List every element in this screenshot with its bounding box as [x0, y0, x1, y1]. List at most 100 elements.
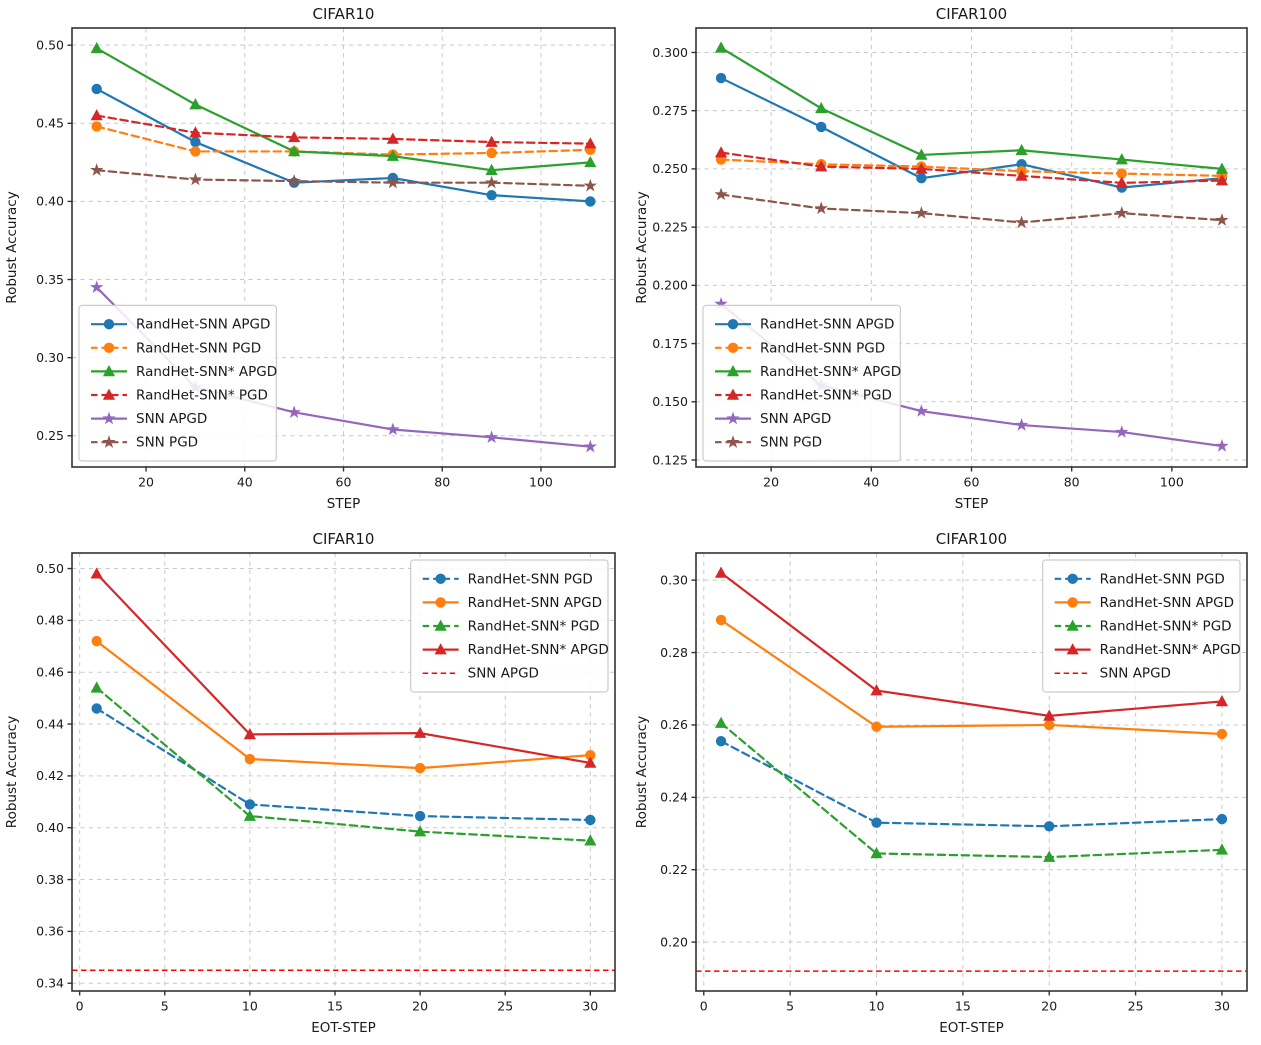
legend-entry-randhet-snn-apgd: RandHet-SNN APGD [91, 317, 270, 333]
marker-circle [486, 189, 497, 201]
axes: 20 40 60 80 100 0.25 0.30 0.35 0.40 0.45 0.50 [36, 37, 553, 489]
x-tick-label: 30 [1214, 999, 1230, 1014]
marker-circle [1116, 168, 1127, 179]
y-tick-label: 0.26 [660, 717, 688, 732]
marker-triangle [434, 619, 447, 631]
legend-label: RandHet-SNN* APGD [136, 364, 277, 380]
marker-triangle [189, 98, 202, 110]
y-tick-label: 0.45 [36, 116, 64, 131]
series-line [95, 47, 592, 172]
marker-star [90, 163, 104, 176]
marker-triangle [485, 163, 498, 175]
legend-entry-randhet-snn-pgd: RandHet-SNN PGD [715, 340, 885, 356]
legend-entry-randhet-snn-apgd: RandHet-SNN APGD [715, 317, 894, 333]
series-randhet-snn-apgd [90, 567, 597, 768]
y-axis-label: Robust Accuracy [4, 716, 20, 828]
legend-label: RandHet-SNN* APGD [1100, 642, 1241, 658]
series-snn-pgd [90, 163, 597, 192]
marker-circle [1044, 821, 1055, 832]
legend-label: RandHet-SNN PGD [136, 340, 261, 356]
marker-triangle [870, 847, 883, 859]
x-tick-label: 20 [138, 475, 154, 490]
legend-label: RandHet-SNN PGD [760, 340, 885, 356]
marker-star [583, 178, 597, 192]
marker-triangle [90, 567, 103, 579]
marker-star [726, 411, 740, 425]
y-tick-label: 0.200 [652, 278, 688, 293]
series-snn-pgd [714, 187, 1229, 229]
marker-circle [585, 814, 596, 826]
series-line [719, 193, 1224, 224]
marker-star [90, 280, 104, 293]
marker-star [1014, 418, 1029, 431]
legend-entry-randhet-snn-apgd: RandHet-SNN APGD [1054, 595, 1234, 611]
legend-entry-randhet-snn-apgd: RandHet-SNN APGD [422, 595, 602, 611]
series-randhet-snn-pgd [90, 681, 597, 846]
marker-circle [1067, 597, 1078, 608]
plot-border [695, 552, 1248, 992]
marker-star [726, 435, 740, 448]
chart-svg-cifar100-eot-step: 0 5 10 15 20 25 30 0.20 0.22 0.24 0.26 0.28 0.30 CIFA… [634, 530, 1248, 1036]
x-tick-label: 10 [869, 999, 885, 1014]
axes: 0 5 10 15 20 25 30 0.34 0.36 0.38 0.40 0.42 0.44 0.46… [36, 561, 598, 1014]
legend-entry-randhet-snn-pgd: RandHet-SNN* PGD [422, 619, 600, 635]
x-tick-label: 25 [497, 999, 513, 1014]
marker-triangle [1215, 174, 1229, 186]
chart-title: CIFAR10 [313, 5, 375, 23]
chart-title: CIFAR10 [313, 530, 375, 548]
legend-label: RandHet-SNN* PGD [136, 388, 268, 404]
legend-box [1042, 559, 1241, 693]
legend-box [702, 304, 901, 462]
legend-entry-randhet-snn-apgd: RandHet-SNN* APGD [91, 364, 277, 380]
marker-triangle [1115, 153, 1128, 165]
marker-circle [585, 749, 596, 761]
y-tick-label: 0.36 [36, 924, 64, 939]
series-randhet-snn-apgd [715, 614, 1228, 740]
marker-circle [91, 635, 102, 647]
legend-label: RandHet-SNN APGD [468, 595, 602, 611]
y-tick-label: 0.38 [36, 872, 64, 887]
legend-entry-randhet-snn-pgd: RandHet-SNN* PGD [715, 388, 892, 404]
x-tick-label: 5 [786, 999, 794, 1014]
legend-label: RandHet-SNN APGD [1100, 595, 1234, 611]
marker-triangle [726, 365, 740, 377]
x-tick-label: 80 [434, 475, 450, 490]
legend-label: SNN APGD [136, 411, 207, 427]
marker-triangle [870, 684, 883, 696]
y-tick-label: 0.225 [652, 219, 688, 234]
marker-circle [916, 173, 927, 184]
axes: 20 40 60 80 100 0.125 0.150 0.175 0.200 0.225 0.25… [652, 45, 1184, 490]
marker-circle [91, 121, 102, 132]
axes: 0 5 10 15 20 25 30 0.20 0.22 0.24 0.26 0.28 0.30 [660, 572, 1230, 1013]
x-tick-label: 0 [76, 999, 84, 1014]
marker-triangle [584, 155, 597, 168]
marker-triangle [90, 681, 103, 693]
marker-triangle [584, 137, 597, 149]
marker-star [714, 296, 728, 310]
legend-entry-snn-apgd: SNN APGD [91, 411, 207, 427]
y-tick-label: 0.35 [36, 272, 64, 287]
marker-circle [414, 762, 426, 774]
marker-circle [871, 817, 882, 828]
x-tick-label: 0 [700, 999, 708, 1014]
y-tick-label: 0.34 [36, 976, 64, 991]
legend-label: RandHet-SNN APGD [760, 317, 894, 333]
marker-circle [1216, 813, 1228, 825]
marker-circle [727, 319, 739, 330]
legend-entry-randhet-snn-pgd: RandHet-SNN* PGD [1054, 619, 1232, 635]
marker-circle [1044, 719, 1055, 731]
legend-entry-randhet-snn-apgd: RandHet-SNN* APGD [715, 364, 901, 380]
chart-title: CIFAR100 [936, 530, 1007, 548]
series-line [95, 640, 592, 770]
x-tick-label: 15 [327, 999, 343, 1014]
marker-star [287, 174, 301, 187]
x-tick-label: 40 [863, 475, 879, 490]
marker-star [102, 411, 116, 425]
series-line [95, 707, 592, 822]
x-tick-label: 20 [1041, 999, 1057, 1014]
y-tick-label: 0.44 [36, 716, 64, 731]
chart-svg-cifar10-step: 20 40 60 80 100 0.25 0.30 0.35 0.40 0.45 0.50 CIFAR… [4, 5, 616, 512]
legend-entry-randhet-snn-apgd: RandHet-SNN* APGD [1054, 642, 1241, 658]
legend-label: RandHet-SNN PGD [468, 571, 593, 587]
marker-triangle [584, 834, 597, 846]
